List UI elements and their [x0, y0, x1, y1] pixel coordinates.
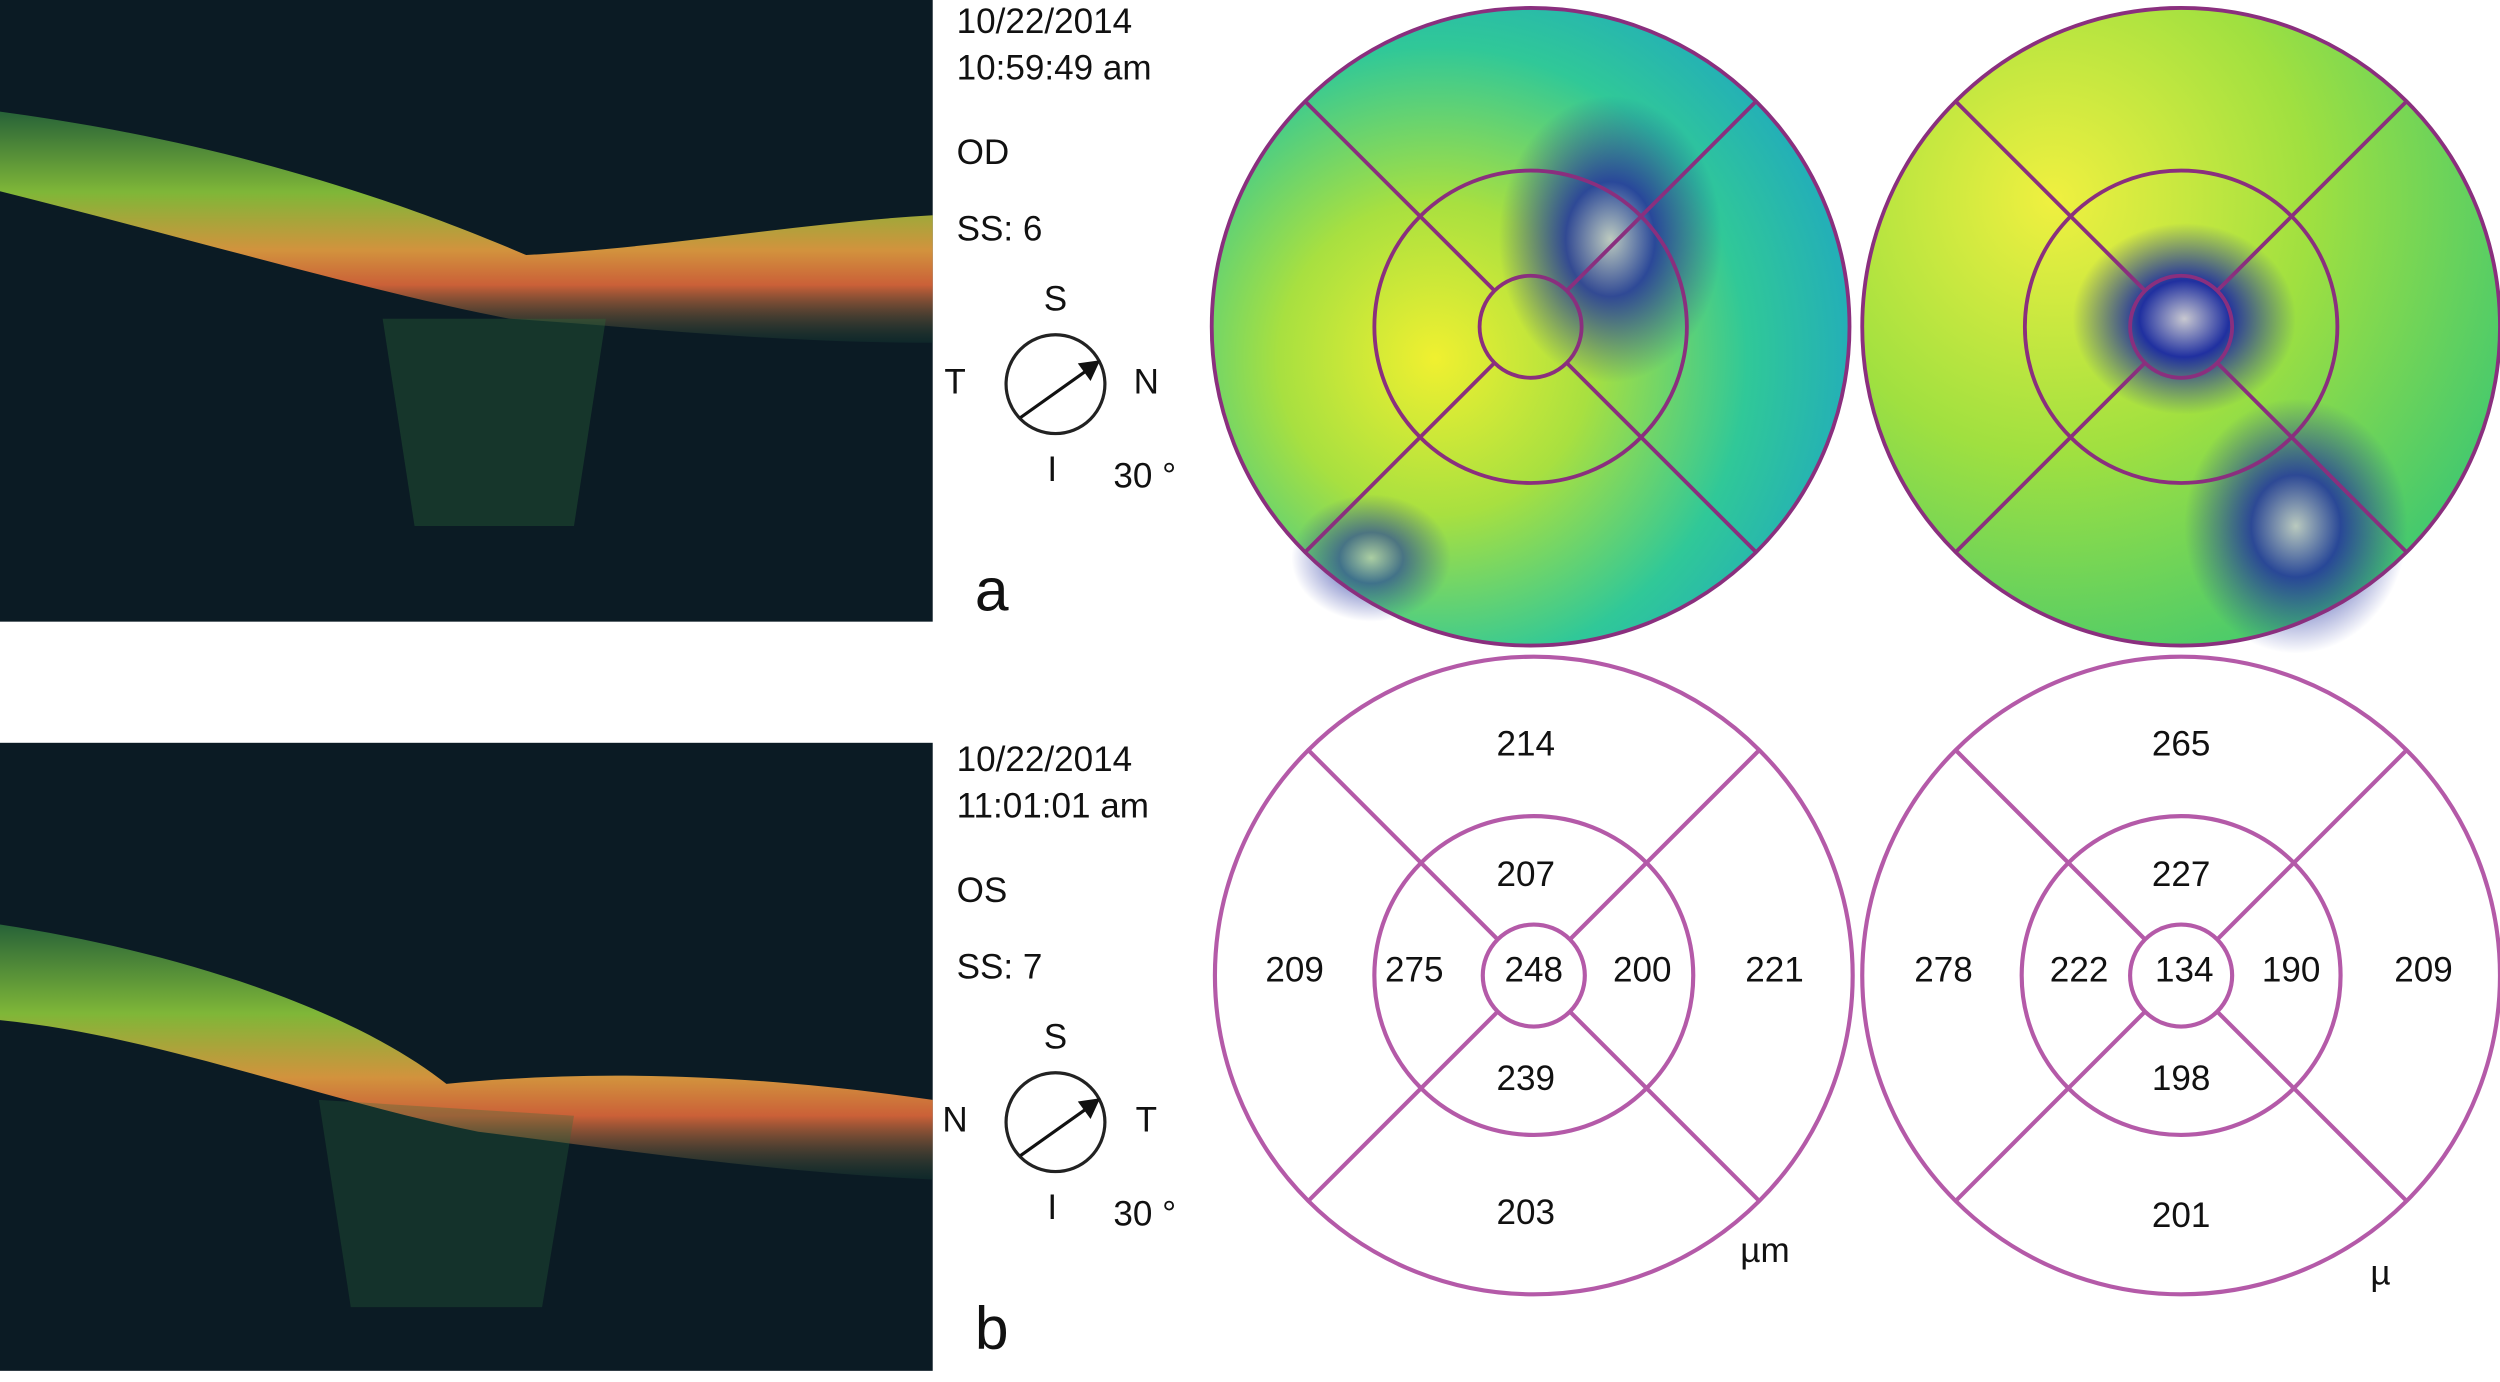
outer-left-value: 209	[1265, 951, 1324, 990]
compass-right: N	[1134, 362, 1159, 401]
inner-bottom-value: 198	[2152, 1059, 2211, 1098]
heat-map-os	[1860, 6, 2500, 654]
outer-top-value: 265	[2152, 724, 2211, 763]
inner-right-value: 190	[2262, 951, 2321, 990]
compass-top: S	[1044, 280, 1067, 319]
oct-scan-b	[0, 742, 933, 1371]
inner-left-value: 222	[2050, 951, 2109, 990]
panel-label: a	[975, 556, 1009, 624]
outer-right-value: 209	[2394, 951, 2453, 990]
inner-left-value: 275	[1385, 951, 1444, 990]
compass-icon	[1004, 1071, 1107, 1174]
eye: OD	[957, 133, 1010, 172]
compass-bottom: I	[1047, 450, 1057, 489]
outer-left-value: 278	[1914, 951, 1973, 990]
inner-bottom-value: 239	[1497, 1059, 1556, 1098]
scan-angle: 30 °	[1113, 1194, 1176, 1233]
compass-bottom: I	[1047, 1188, 1057, 1227]
outer-bottom-value: 201	[2152, 1196, 2211, 1235]
signal-strength: SS: 6	[957, 209, 1043, 248]
date: 10/22/2014	[957, 2, 1133, 41]
compass-top: S	[1044, 1018, 1067, 1057]
grid-outline-os	[1860, 654, 2500, 1297]
panel-label: b	[975, 1294, 1009, 1362]
heat-map-od	[1209, 6, 1852, 648]
eye: OS	[957, 871, 1008, 910]
oct-scan-a	[0, 0, 933, 622]
center-value: 248	[1505, 951, 1564, 990]
signal-strength: SS: 7	[957, 947, 1043, 986]
date: 10/22/2014	[957, 740, 1133, 779]
inner-right-value: 200	[1613, 951, 1672, 990]
time: 11:01:01 am	[957, 786, 1149, 825]
unit: µm	[1740, 1231, 1789, 1270]
compass-icon	[1004, 333, 1107, 436]
outer-right-value: 221	[1745, 951, 1804, 990]
center-value: 134	[2155, 951, 2214, 990]
compass-left: T	[944, 362, 965, 401]
inner-top-value: 227	[2152, 855, 2211, 894]
compass-right: T	[1136, 1100, 1157, 1139]
scan-angle: 30 °	[1113, 456, 1176, 495]
inner-top-value: 207	[1497, 855, 1556, 894]
time: 10:59:49 am	[957, 48, 1152, 87]
outer-bottom-value: 203	[1497, 1193, 1556, 1232]
grid-outline-od	[1212, 654, 1855, 1297]
outer-top-value: 214	[1497, 724, 1556, 763]
unit: µ	[2370, 1253, 2390, 1292]
compass-left: N	[942, 1100, 967, 1139]
